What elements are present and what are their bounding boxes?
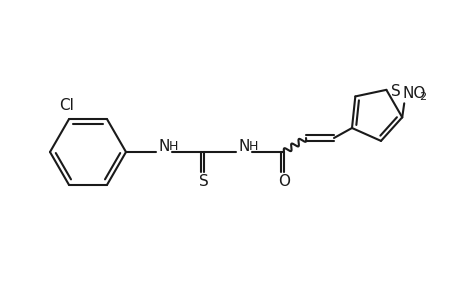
Text: H: H [248,140,257,152]
Text: S: S [391,84,400,99]
Text: 2: 2 [418,92,425,102]
Text: S: S [199,175,208,190]
Text: Cl: Cl [59,98,74,112]
Text: O: O [277,175,289,190]
Text: N: N [238,139,249,154]
Text: NO: NO [401,86,425,101]
Text: H: H [168,140,177,152]
Text: N: N [158,139,169,154]
